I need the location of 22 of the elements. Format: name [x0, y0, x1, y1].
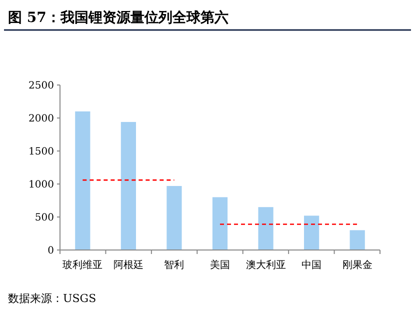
source-note: 数据来源：USGS [8, 292, 96, 305]
x-tick-label: 刚果金 [342, 259, 372, 271]
bar [120, 122, 136, 250]
x-tick-label: 中国 [302, 259, 322, 271]
bar [212, 197, 228, 250]
x-tick-label: 玻利维亚 [62, 259, 103, 271]
y-tick-label: 2000 [28, 114, 54, 124]
x-tick-label: 智利 [164, 259, 184, 271]
x-tick-label: 美国 [210, 259, 230, 271]
y-tick-label: 1000 [28, 180, 54, 190]
bar [166, 186, 182, 250]
x-tick-label: 澳大利亚 [246, 259, 286, 271]
y-tick-label: 500 [34, 212, 54, 224]
y-tick-label: 1500 [28, 146, 54, 158]
bar [258, 207, 274, 250]
y-tick-label: 0 [48, 246, 54, 256]
bar [304, 216, 320, 250]
bar [350, 230, 365, 250]
bar [75, 111, 90, 250]
y-tick-label: 2500 [28, 80, 54, 92]
x-tick-label: 阿根廷 [113, 259, 144, 271]
chart-title: 图 57：我国锂资源量位列全球第六 [8, 9, 228, 26]
